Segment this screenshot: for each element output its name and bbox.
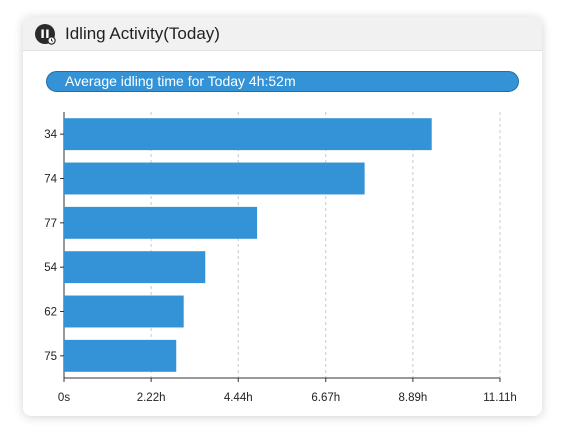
average-idling-text: Average idling time for Today 4h:52m <box>65 73 296 89</box>
category-label: 34 <box>44 129 57 141</box>
card-header: Idling Activity(Today) <box>23 17 542 51</box>
category-label: 74 <box>44 174 57 186</box>
x-tick-label: 6.67h <box>311 392 340 404</box>
bar <box>64 251 206 284</box>
x-tick-label: 0s <box>58 392 70 404</box>
average-idling-banner: Average idling time for Today 4h:52m <box>46 71 519 92</box>
x-tick-label: 2.22h <box>137 392 166 404</box>
bar <box>64 206 258 239</box>
category-label: 62 <box>44 307 57 319</box>
x-tick-label: 11.11h <box>483 392 516 404</box>
bar <box>64 339 177 372</box>
category-label: 77 <box>44 218 57 230</box>
x-tick-label: 4.44h <box>224 392 253 404</box>
category-label: 54 <box>44 262 57 274</box>
card-title: Idling Activity(Today) <box>65 24 220 43</box>
category-label: 75 <box>44 351 57 363</box>
bar <box>64 118 432 151</box>
x-tick-label: 8.89h <box>398 392 427 404</box>
bar <box>64 295 184 328</box>
pause-circle-icon <box>35 24 56 45</box>
bar <box>64 162 365 195</box>
